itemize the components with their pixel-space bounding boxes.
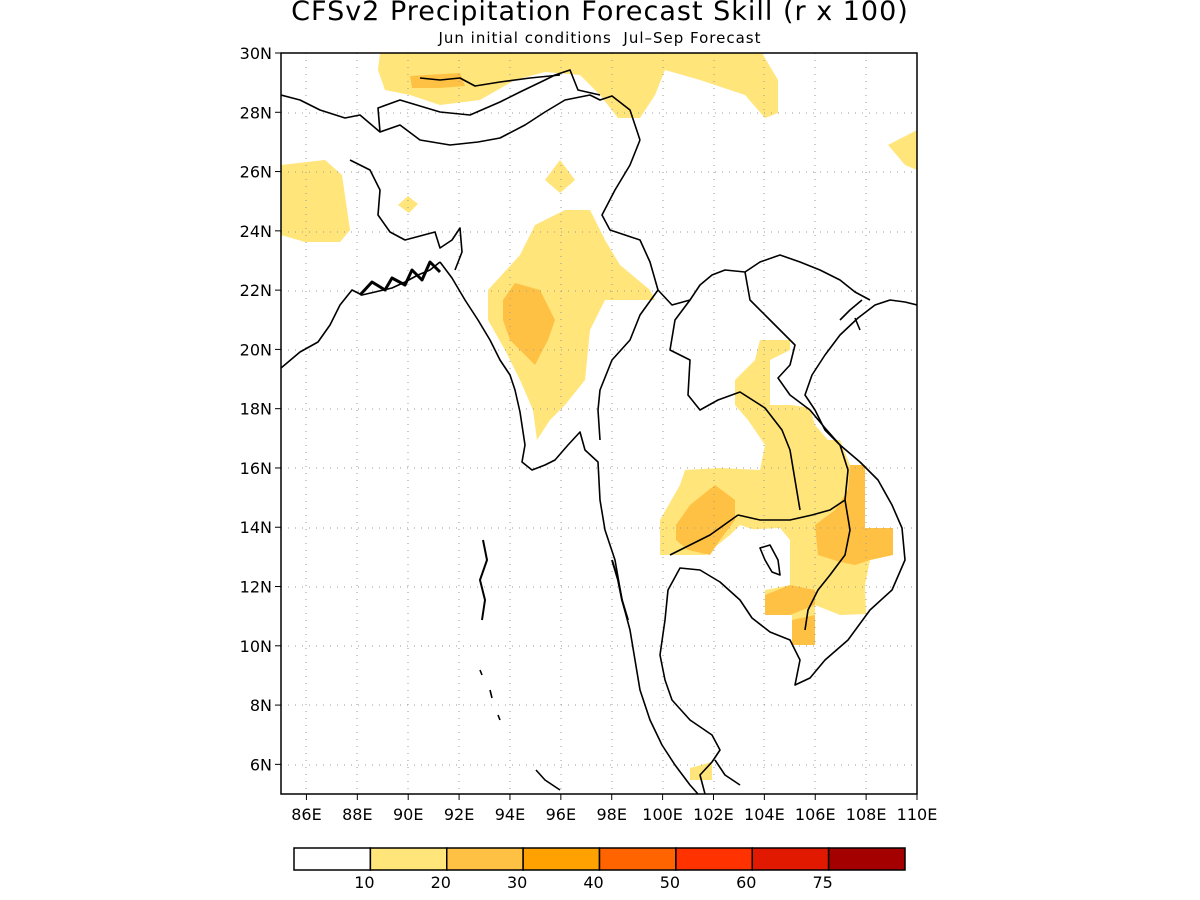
lat-tick-label: 14N <box>240 518 272 537</box>
lat-tick-label: 26N <box>240 163 272 182</box>
lon-tick-label: 98E <box>596 805 626 824</box>
latitude-axis: 30N 28N 26N 24N 22N 20N 18N 16N 14N 12N 10N 8N 6N <box>240 44 281 774</box>
border-thailand-cambodia <box>669 514 739 556</box>
skill-band-20-30 <box>410 73 893 645</box>
hainan-gulf-tonkin <box>839 299 863 331</box>
lon-tick-label: 88E <box>342 805 372 824</box>
colorbar-swatch <box>293 847 372 871</box>
border-india-bangladesh <box>349 159 463 271</box>
border-myanmar-thailand <box>597 289 659 441</box>
colorbar-swatch <box>369 847 448 871</box>
andaman-islands <box>479 539 488 621</box>
lat-tick-label: 20N <box>240 340 272 359</box>
lon-tick-label: 104E <box>744 805 785 824</box>
skill-region-north <box>378 53 778 118</box>
lat-tick-label: 8N <box>250 696 272 715</box>
lat-tick-label: 22N <box>240 281 272 300</box>
lon-tick-label: 108E <box>846 805 887 824</box>
colorbar-label: 60 <box>736 873 756 892</box>
colorbar-label: 75 <box>812 873 832 892</box>
sundarbans-delta <box>358 260 442 297</box>
colorbar-label: 40 <box>583 873 603 892</box>
nicobar-islands <box>479 669 501 721</box>
lat-tick-label: 12N <box>240 578 272 597</box>
mergui-islands <box>611 559 629 621</box>
coast-myanmar <box>439 261 699 794</box>
colorbar-label: 30 <box>507 873 527 892</box>
colorbar-label: 20 <box>431 873 451 892</box>
lat-tick-label: 6N <box>250 755 272 774</box>
lat-tick-label: 16N <box>240 459 272 478</box>
lon-tick-label: 110E <box>897 805 938 824</box>
skill-region-bangladesh-west <box>281 160 350 242</box>
coast-gulf-thailand <box>659 299 917 794</box>
map-frame <box>280 52 918 795</box>
lon-tick-label: 96E <box>546 805 576 824</box>
skill-region-cambodia-south <box>765 585 815 615</box>
malay-peninsula <box>535 759 741 791</box>
skill-region-small-blob-a <box>398 196 418 213</box>
colorbar-swatch <box>675 847 753 871</box>
skill-region-small-blob-b <box>545 160 575 193</box>
lon-tick-label: 86E <box>291 805 321 824</box>
coast-india-east <box>281 261 441 369</box>
border-cambodia <box>737 499 851 631</box>
skill-region-malay <box>690 762 712 780</box>
longitude-axis: 86E 88E 90E 92E 94E 96E 98E 100E 102E 104E 106E 108… <box>291 794 937 824</box>
border-laos-vietnam <box>744 271 849 501</box>
border-bhutan-assam <box>377 69 601 133</box>
graticule <box>281 53 917 794</box>
lat-tick-label: 28N <box>240 103 272 122</box>
border-laos <box>669 299 801 511</box>
lon-tick-label: 100E <box>642 805 683 824</box>
colorbar-swatch <box>522 847 601 871</box>
skill-region-myanmar-core <box>503 283 555 365</box>
colorbar: 10 20 30 40 50 60 75 <box>293 847 906 892</box>
skill-region-vietnam <box>815 465 893 565</box>
tibet-outline <box>419 74 561 87</box>
skill-region-east-edge <box>888 130 917 170</box>
chart-subtitle: Jun initial conditions Jul–Sep Forecast <box>438 29 762 47</box>
colorbar-swatch <box>751 847 830 871</box>
border-myanmar-china <box>601 139 871 306</box>
lat-tick-label: 18N <box>240 400 272 419</box>
lon-tick-label: 94E <box>495 805 525 824</box>
colorbar-label: 50 <box>660 873 680 892</box>
lat-tick-label: 30N <box>240 44 272 63</box>
lat-tick-label: 10N <box>240 637 272 656</box>
lon-tick-label: 102E <box>693 805 734 824</box>
colorbar-label: 10 <box>354 873 374 892</box>
lat-tick-label: 24N <box>240 222 272 241</box>
skill-region-myanmar <box>488 210 655 440</box>
skill-region-thailand-east <box>676 485 735 555</box>
skill-region-mekong <box>792 615 815 645</box>
tonle-sap <box>759 544 781 576</box>
lon-tick-label: 106E <box>795 805 836 824</box>
border-himalaya <box>281 94 641 146</box>
lon-tick-label: 90E <box>393 805 423 824</box>
colorbar-swatch <box>598 847 677 871</box>
lon-tick-label: 92E <box>444 805 474 824</box>
coastlines <box>281 69 917 794</box>
colorbar-swatch <box>827 847 906 871</box>
colorbar-swatch <box>446 847 524 871</box>
chart-title: CFSv2 Precipitation Forecast Skill (r x … <box>291 0 909 27</box>
